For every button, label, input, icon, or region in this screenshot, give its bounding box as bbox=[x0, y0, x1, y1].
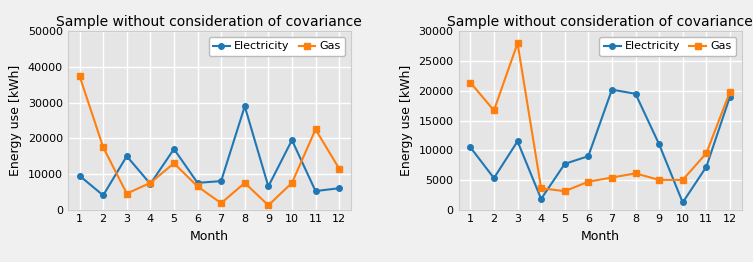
Gas bbox=[608, 176, 617, 179]
Gas bbox=[217, 202, 226, 205]
Gas bbox=[99, 146, 108, 149]
Gas bbox=[489, 109, 498, 112]
Gas bbox=[122, 192, 131, 195]
Y-axis label: Energy use [kWh]: Energy use [kWh] bbox=[9, 65, 23, 176]
Line: Electricity: Electricity bbox=[468, 87, 733, 205]
Gas bbox=[513, 42, 522, 45]
Electricity bbox=[725, 95, 734, 98]
Electricity bbox=[122, 155, 131, 158]
Legend: Electricity, Gas: Electricity, Gas bbox=[599, 37, 736, 56]
Gas bbox=[169, 162, 178, 165]
Gas bbox=[725, 90, 734, 94]
Gas bbox=[146, 181, 155, 184]
Electricity bbox=[678, 201, 687, 204]
Electricity bbox=[193, 181, 202, 184]
Electricity bbox=[99, 194, 108, 197]
Gas bbox=[264, 204, 273, 207]
Electricity bbox=[217, 179, 226, 183]
Line: Electricity: Electricity bbox=[77, 103, 342, 198]
Line: Gas: Gas bbox=[77, 73, 342, 208]
Gas bbox=[560, 190, 569, 193]
Gas bbox=[288, 181, 297, 184]
Gas bbox=[466, 81, 475, 84]
Electricity bbox=[608, 88, 617, 91]
Electricity bbox=[654, 143, 663, 146]
Electricity bbox=[240, 105, 249, 108]
Electricity bbox=[702, 165, 711, 168]
Electricity bbox=[264, 185, 273, 188]
Gas bbox=[240, 181, 249, 184]
Electricity bbox=[489, 177, 498, 180]
Electricity bbox=[631, 92, 640, 95]
Electricity bbox=[513, 140, 522, 143]
Line: Gas: Gas bbox=[468, 41, 733, 194]
Electricity bbox=[288, 139, 297, 142]
Gas bbox=[631, 172, 640, 175]
Gas bbox=[334, 167, 343, 170]
X-axis label: Month: Month bbox=[190, 230, 229, 243]
Electricity bbox=[334, 187, 343, 190]
Gas bbox=[537, 187, 546, 190]
Electricity bbox=[537, 197, 546, 200]
Gas bbox=[193, 185, 202, 188]
Y-axis label: Energy use [kWh]: Energy use [kWh] bbox=[400, 65, 413, 176]
Gas bbox=[654, 178, 663, 182]
Electricity bbox=[169, 148, 178, 151]
Gas bbox=[702, 152, 711, 155]
Gas bbox=[584, 180, 593, 183]
Electricity bbox=[75, 174, 84, 177]
Electricity bbox=[466, 146, 475, 149]
Electricity bbox=[311, 189, 320, 193]
Legend: Electricity, Gas: Electricity, Gas bbox=[209, 37, 346, 56]
Title: Sample without consideration of covariance: Sample without consideration of covarian… bbox=[56, 15, 362, 29]
Gas bbox=[311, 128, 320, 131]
Electricity bbox=[146, 182, 155, 185]
X-axis label: Month: Month bbox=[581, 230, 620, 243]
Gas bbox=[75, 74, 84, 78]
Electricity bbox=[560, 162, 569, 165]
Electricity bbox=[584, 155, 593, 158]
Title: Sample without consideration of covariance: Sample without consideration of covarian… bbox=[447, 15, 753, 29]
Gas bbox=[678, 178, 687, 182]
